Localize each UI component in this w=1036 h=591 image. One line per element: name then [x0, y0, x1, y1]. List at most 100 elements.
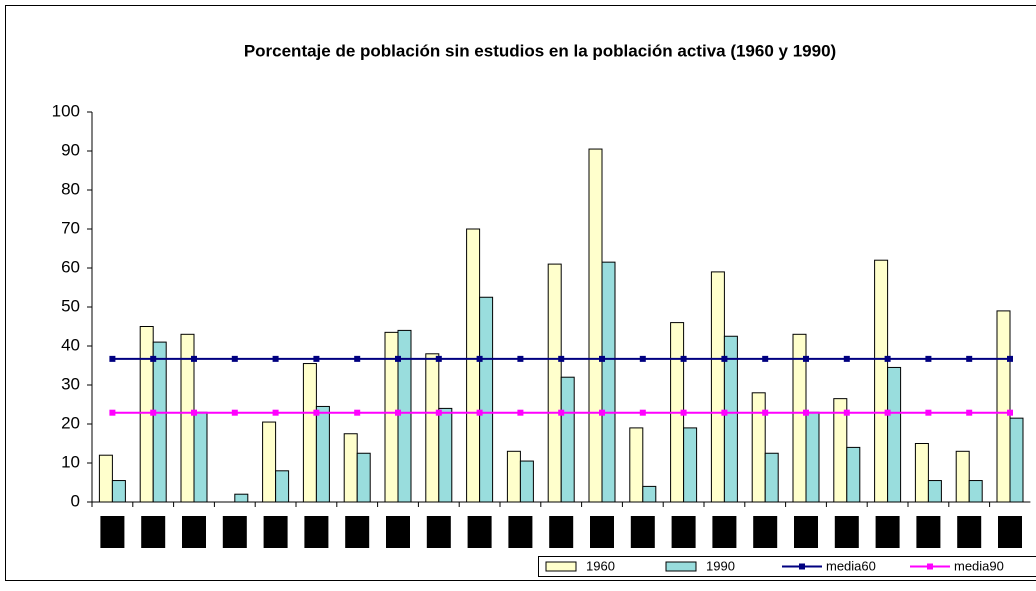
legend-swatch — [666, 562, 696, 571]
bar — [643, 486, 656, 502]
line-marker — [803, 356, 809, 362]
category-label-redaction — [631, 516, 655, 548]
bar — [480, 297, 493, 502]
bar — [344, 434, 357, 502]
line-marker — [354, 356, 360, 362]
bar — [847, 447, 860, 502]
category-label-redaction — [508, 516, 532, 548]
bar — [875, 260, 888, 502]
y-tick-label: 50 — [61, 296, 80, 315]
line-marker — [150, 410, 156, 416]
line-marker — [191, 356, 197, 362]
line-marker — [885, 410, 891, 416]
line-marker — [109, 410, 115, 416]
y-tick-label: 80 — [61, 179, 80, 198]
line-marker — [640, 410, 646, 416]
y-tick-label: 70 — [61, 218, 80, 237]
bar — [928, 481, 941, 502]
line-marker — [721, 410, 727, 416]
y-tick-label: 10 — [61, 452, 80, 471]
legend-label: 1990 — [706, 558, 735, 573]
bar — [1010, 418, 1023, 502]
line-marker — [150, 356, 156, 362]
category-label-redaction — [468, 516, 492, 548]
legend-marker — [927, 564, 933, 570]
category-label-redaction — [141, 516, 165, 548]
bar — [752, 393, 765, 502]
line-marker — [313, 410, 319, 416]
bar — [602, 262, 615, 502]
line-marker — [477, 410, 483, 416]
category-label-redaction — [672, 516, 696, 548]
line-marker — [803, 410, 809, 416]
category-label-redaction — [264, 516, 288, 548]
line-marker — [558, 356, 564, 362]
bar — [112, 481, 125, 502]
bar — [520, 461, 533, 502]
bar — [589, 149, 602, 502]
line-marker — [232, 356, 238, 362]
bar — [548, 264, 561, 502]
line-marker — [721, 356, 727, 362]
bar — [806, 412, 819, 502]
line-marker — [925, 356, 931, 362]
line-marker — [1007, 410, 1013, 416]
bar — [765, 453, 778, 502]
line-marker — [1007, 356, 1013, 362]
category-label-redaction — [223, 516, 247, 548]
line-marker — [436, 410, 442, 416]
line-marker — [354, 410, 360, 416]
legend-label: 1960 — [586, 558, 615, 573]
bar — [561, 377, 574, 502]
line-marker — [273, 410, 279, 416]
bar — [426, 354, 439, 502]
category-label-redaction — [590, 516, 614, 548]
category-label-redaction — [916, 516, 940, 548]
category-label-redaction — [957, 516, 981, 548]
bar — [467, 229, 480, 502]
legend-label: media90 — [954, 558, 1004, 573]
category-label-redaction — [345, 516, 369, 548]
line-marker — [395, 410, 401, 416]
line-marker — [844, 410, 850, 416]
category-label-redaction — [998, 516, 1022, 548]
category-label-redaction — [100, 516, 124, 548]
bar — [439, 408, 452, 502]
category-label-redaction — [753, 516, 777, 548]
y-tick-label: 100 — [52, 101, 80, 120]
line-marker — [232, 410, 238, 416]
bar — [276, 471, 289, 502]
bar — [263, 422, 276, 502]
bar — [969, 481, 982, 502]
y-tick-label: 90 — [61, 140, 80, 159]
line-marker — [681, 410, 687, 416]
y-tick-label: 20 — [61, 413, 80, 432]
line-marker — [681, 356, 687, 362]
category-label-redaction — [427, 516, 451, 548]
bar — [303, 364, 316, 502]
line-marker — [762, 410, 768, 416]
category-label-redaction — [549, 516, 573, 548]
legend-marker — [799, 564, 805, 570]
bar — [235, 494, 248, 502]
line-marker — [517, 356, 523, 362]
line-marker — [844, 356, 850, 362]
line-marker — [477, 356, 483, 362]
legend-label: media60 — [826, 558, 876, 573]
legend-swatch — [546, 562, 576, 571]
bar — [507, 451, 520, 502]
category-label-redaction — [835, 516, 859, 548]
bar — [630, 428, 643, 502]
line-marker — [762, 356, 768, 362]
line-marker — [599, 410, 605, 416]
line-marker — [966, 356, 972, 362]
category-label-redaction — [712, 516, 736, 548]
line-marker — [640, 356, 646, 362]
bar — [888, 367, 901, 502]
y-tick-label: 40 — [61, 335, 80, 354]
bar — [316, 406, 329, 502]
category-label-redaction — [876, 516, 900, 548]
bar — [357, 453, 370, 502]
y-tick-label: 0 — [71, 491, 80, 510]
